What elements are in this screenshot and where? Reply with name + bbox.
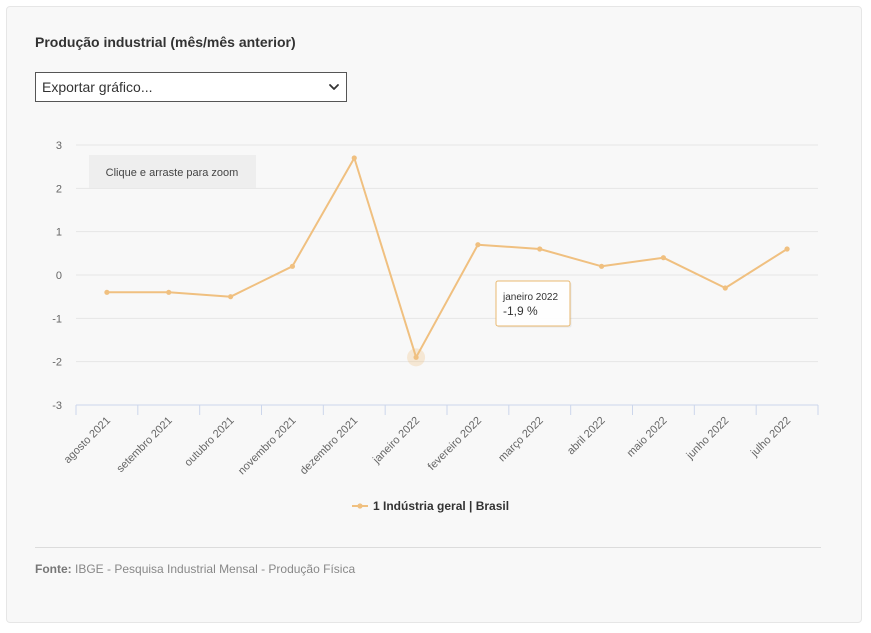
data-point[interactable] bbox=[537, 246, 543, 252]
x-tick-label: maio 2022 bbox=[625, 415, 670, 460]
y-tick-label: 2 bbox=[56, 183, 62, 195]
x-tick-label: agosto 2021 bbox=[62, 415, 113, 466]
data-point[interactable] bbox=[351, 155, 357, 161]
y-tick-label: -3 bbox=[52, 400, 62, 412]
x-tick-label: fevereiro 2022 bbox=[426, 415, 484, 473]
x-tick-label: novembro 2021 bbox=[236, 415, 299, 478]
data-point[interactable] bbox=[660, 255, 667, 261]
source-note: Fonte: IBGE - Pesquisa Industrial Mensal… bbox=[35, 562, 355, 576]
series-line bbox=[106, 157, 788, 359]
chevron-down-icon bbox=[329, 84, 339, 90]
legend-item-label: 1 Indústria geral | Brasil bbox=[373, 499, 509, 513]
x-tick-label: setembro 2021 bbox=[114, 415, 174, 475]
chart-title: Produção industrial (mês/mês anterior) bbox=[35, 34, 296, 50]
data-point[interactable] bbox=[227, 294, 234, 300]
data-point[interactable] bbox=[598, 263, 605, 269]
zoom-hint-box bbox=[89, 155, 256, 188]
legend-symbol-point bbox=[357, 503, 363, 509]
chart-panel bbox=[6, 6, 862, 623]
x-tick-label: junho 2022 bbox=[684, 415, 732, 463]
y-tick-label: 0 bbox=[56, 270, 62, 282]
x-tick-label: outubro 2021 bbox=[182, 415, 236, 469]
x-tick-label: janeiro 2022 bbox=[370, 415, 422, 467]
y-tick-label: -1 bbox=[52, 313, 62, 325]
data-point[interactable] bbox=[722, 285, 728, 291]
tooltip-category: janeiro 2022 bbox=[502, 292, 558, 303]
data-point[interactable] bbox=[413, 354, 419, 360]
data-point[interactable] bbox=[166, 289, 172, 295]
export-chart-select[interactable]: Exportar gráfico... bbox=[35, 72, 347, 102]
y-tick-label: -2 bbox=[52, 357, 62, 369]
x-tick-label: março 2022 bbox=[496, 415, 546, 465]
x-tick-label: dezembro 2021 bbox=[298, 415, 361, 478]
data-point[interactable] bbox=[289, 263, 296, 269]
source-label: Fonte: bbox=[35, 562, 72, 576]
x-tick-label: abril 2022 bbox=[565, 415, 608, 458]
data-point[interactable] bbox=[475, 242, 481, 248]
zoom-hint-text: Clique e arraste para zoom bbox=[106, 167, 239, 179]
tooltip-box bbox=[495, 280, 571, 327]
tooltip-value: -1,9 % bbox=[503, 304, 538, 318]
footer-divider bbox=[35, 547, 821, 548]
export-chart-select-value: Exportar gráfico... bbox=[42, 79, 153, 95]
source-text: IBGE - Pesquisa Industrial Mensal - Prod… bbox=[75, 562, 356, 576]
x-tick-label: julho 2022 bbox=[748, 415, 793, 460]
data-point[interactable] bbox=[104, 289, 110, 295]
y-tick-label: 1 bbox=[56, 227, 62, 239]
y-tick-label: 3 bbox=[56, 140, 62, 152]
data-point[interactable] bbox=[784, 246, 790, 252]
